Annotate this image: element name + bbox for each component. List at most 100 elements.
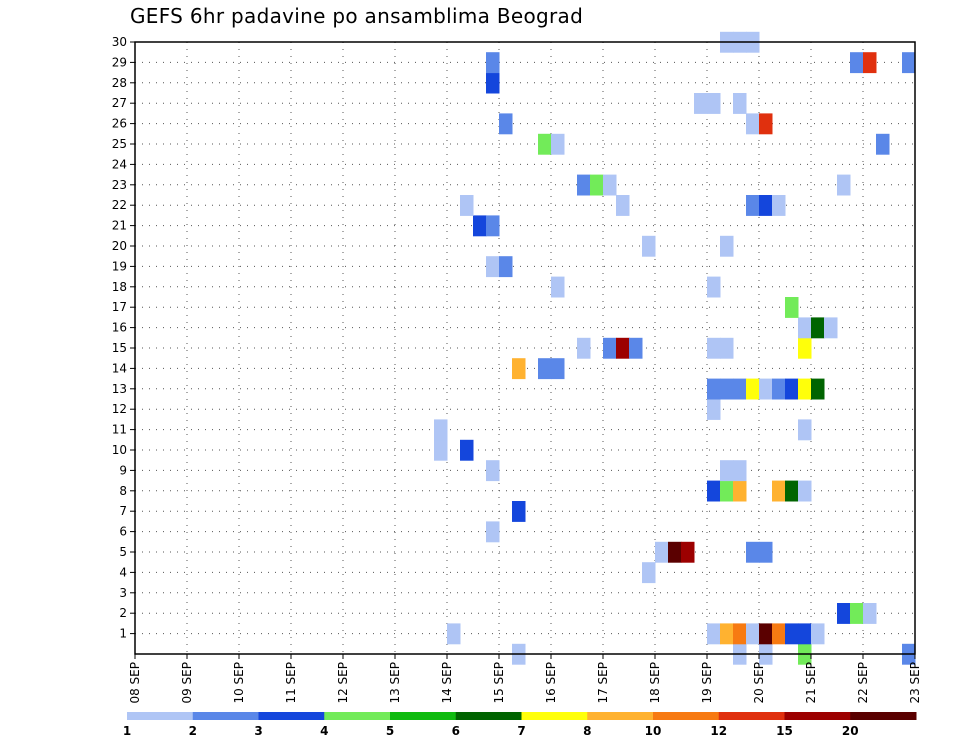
heatmap-cell [798, 480, 812, 502]
colorbar-segment [521, 712, 588, 720]
heatmap-cell [902, 52, 916, 74]
y-tick-label: 14 [112, 361, 127, 375]
heatmap-cell [772, 480, 786, 502]
x-tick-label: 13 SEP [388, 662, 402, 704]
heatmap-cell [733, 378, 747, 400]
y-tick-label: 23 [112, 178, 127, 192]
x-tick-label: 18 SEP [648, 662, 662, 704]
colorbar-label: 3 [254, 724, 262, 738]
x-tick-label: 15 SEP [492, 662, 506, 704]
heatmap-cell [707, 276, 721, 298]
heatmap-cell [486, 521, 500, 543]
heatmap-cell [863, 603, 877, 624]
heatmap-cell [655, 541, 669, 563]
heatmap-cell [759, 195, 773, 216]
heatmap-cell [863, 52, 877, 74]
x-tick-label: 23 SEP [908, 662, 922, 704]
y-tick-label: 22 [112, 198, 127, 212]
x-tick-label: 08 SEP [128, 662, 142, 704]
heatmap-cell [499, 256, 513, 278]
y-tick-label: 18 [112, 280, 127, 294]
heatmap-cell [629, 337, 643, 359]
colorbar-segment [850, 712, 917, 720]
heatmap-cell [707, 623, 721, 645]
y-tick-label: 29 [112, 55, 127, 69]
heatmap-cell [538, 358, 552, 380]
x-tick-label: 19 SEP [700, 662, 714, 704]
heatmap-cell [720, 235, 734, 257]
y-tick-label: 26 [112, 117, 127, 131]
heatmap-cell [837, 603, 851, 624]
heatmap-cell [642, 235, 656, 257]
y-tick-label: 5 [119, 545, 127, 559]
heatmap-cell [551, 358, 565, 380]
y-tick-label: 9 [119, 463, 127, 477]
heatmap-cell [746, 113, 760, 135]
heatmap-cell [759, 378, 773, 400]
colorbar-segment [258, 712, 325, 720]
heatmap-cell [876, 133, 890, 155]
x-tick-label: 14 SEP [440, 662, 454, 704]
colorbar: 1 2 3 4 5 6 7 8 10 12 15 20 [123, 712, 917, 738]
heatmap-cell [850, 52, 864, 74]
y-tick-label: 30 [112, 35, 127, 49]
colorbar-segment [587, 712, 654, 720]
heatmap-cell [707, 378, 721, 400]
y-tick-label: 7 [119, 504, 127, 518]
colorbar-segment [718, 712, 785, 720]
colorbar-segment [455, 712, 522, 720]
colorbar-segment [390, 712, 457, 720]
colorbar-label: 6 [452, 724, 460, 738]
heatmap-cell [772, 623, 786, 645]
chart-title: GEFS 6hr padavine po ansamblima Beograd [130, 4, 584, 28]
colorbar-label: 12 [710, 724, 727, 738]
heatmap-cell [759, 113, 773, 135]
heatmap-cell [499, 113, 513, 135]
x-tick-label: 21 SEP [804, 662, 818, 704]
colorbar-label: 15 [776, 724, 793, 738]
heatmap-cell [460, 195, 474, 216]
colorbar-label: 4 [320, 724, 328, 738]
heatmap-cell [798, 419, 812, 441]
y-tick-label: 20 [112, 239, 127, 253]
x-tick-label: 20 SEP [752, 662, 766, 704]
heatmap-cell [460, 439, 474, 461]
heatmap-cell [720, 337, 734, 359]
y-tick-label: 27 [112, 96, 127, 110]
y-axis: 1234567891011121314151617181920212223242… [112, 35, 135, 641]
y-tick-label: 2 [119, 606, 127, 620]
heatmap-cell [785, 378, 799, 400]
heatmap-cell [694, 93, 708, 114]
y-tick-label: 6 [119, 525, 127, 539]
y-tick-label: 28 [112, 76, 127, 90]
colorbar-label: 5 [386, 724, 394, 738]
heatmap-cell [850, 603, 864, 624]
colorbar-label: 8 [583, 724, 591, 738]
colorbar-label: 10 [645, 724, 662, 738]
heatmap-cell [616, 195, 630, 216]
heatmap-cell [772, 378, 786, 400]
x-tick-label: 09 SEP [180, 662, 194, 704]
heatmap-cell [486, 256, 500, 278]
heatmap-cell [577, 174, 591, 196]
y-tick-label: 11 [112, 423, 127, 437]
heatmap-cell [486, 52, 500, 74]
heatmap-cell [603, 174, 617, 196]
heatmap-cell [746, 378, 760, 400]
colorbar-segment [192, 712, 259, 720]
y-tick-label: 4 [119, 565, 127, 579]
heatmap-cell [616, 337, 630, 359]
colorbar-label: 1 [123, 724, 131, 738]
heatmap-cell [746, 195, 760, 216]
heatmap-cell [798, 317, 812, 339]
heatmap-cell [434, 439, 448, 461]
y-tick-label: 1 [119, 627, 127, 641]
y-tick-label: 3 [119, 586, 127, 600]
heatmap-cell [538, 133, 552, 155]
colorbar-label: 20 [842, 724, 859, 738]
heatmap-cell [486, 72, 500, 94]
heatmap-cell [668, 541, 682, 563]
colorbar-segment [324, 712, 391, 720]
heatmap-cell [733, 93, 747, 114]
